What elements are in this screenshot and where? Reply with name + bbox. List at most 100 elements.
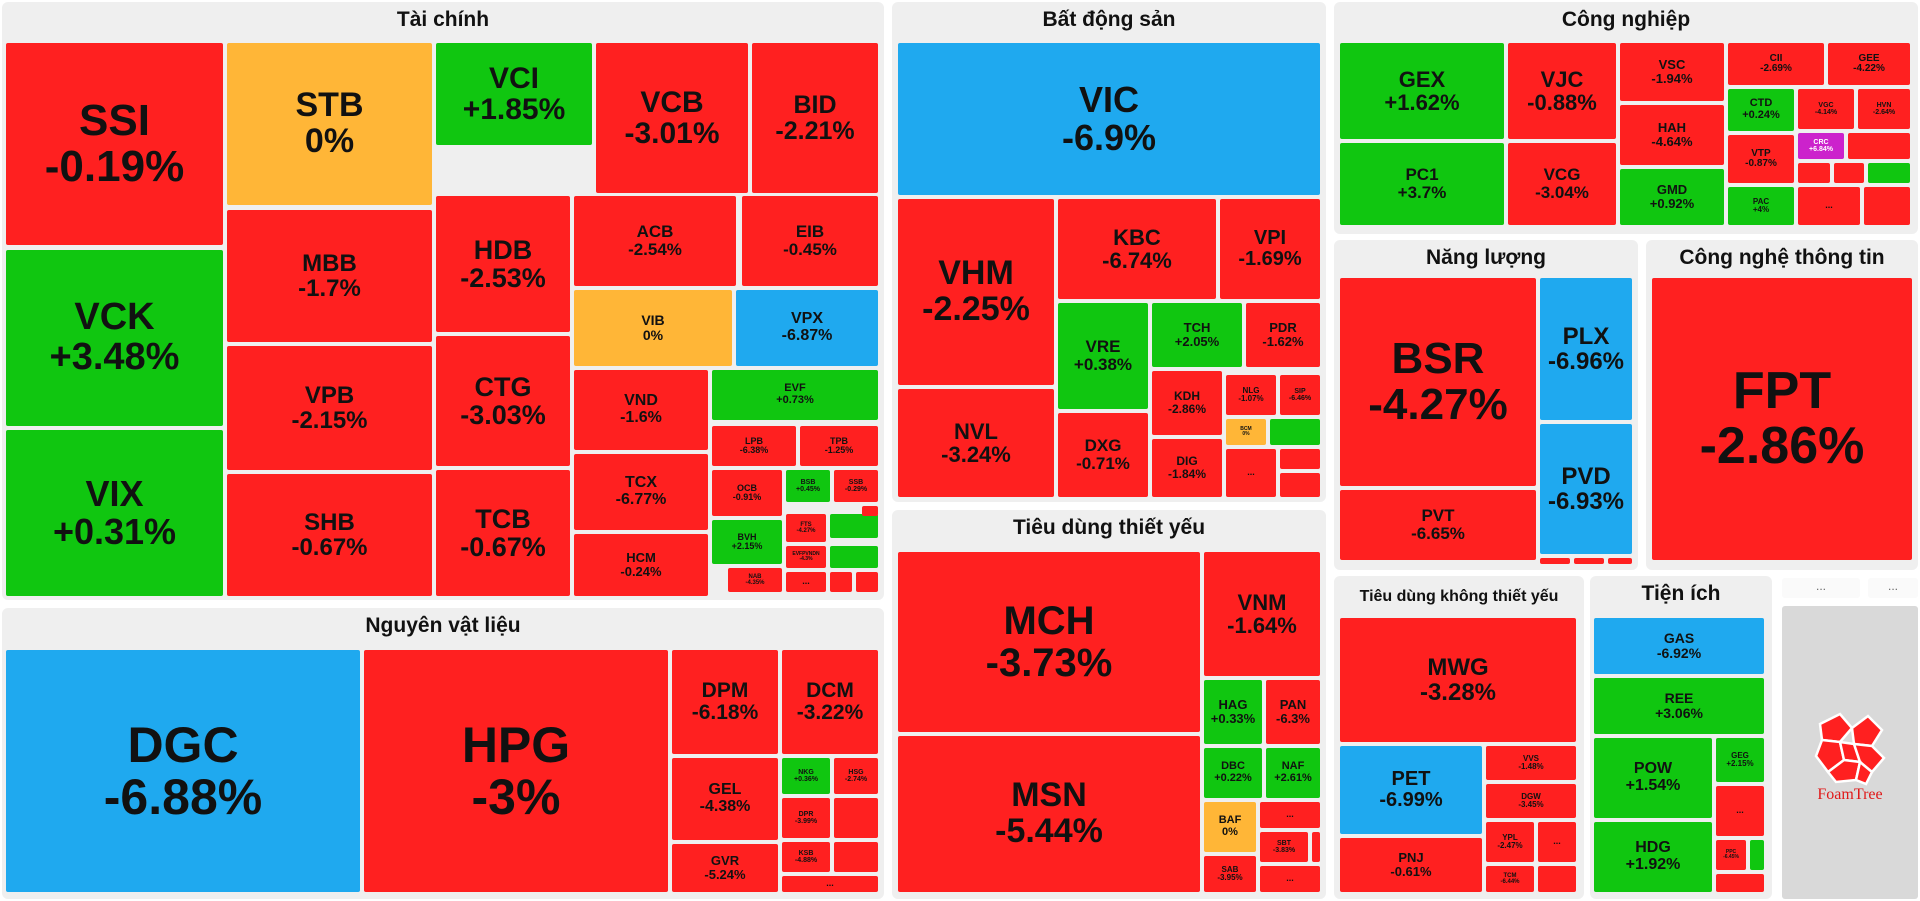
stock-tile-vnd[interactable]: VND -1.6% [574,370,708,450]
stock-tile-tpb[interactable]: TPB -1.25% [800,426,878,466]
stock-tile-naf[interactable]: NAF +2.61% [1266,748,1320,798]
stock-tile-vjc[interactable]: VJC -0.88% [1508,43,1616,139]
stock-tile-bsb[interactable]: BSB +0.45% [786,470,830,502]
small-stock-tile[interactable] [1716,874,1764,892]
stock-tile-pvt[interactable]: PVT -6.65% [1340,490,1536,560]
more-tile[interactable]: ... [1260,802,1320,828]
small-stock-tile[interactable] [1798,163,1830,183]
stock-tile-vgc[interactable]: VGC -4.14% [1798,89,1854,129]
stock-tile-gel[interactable]: GEL -4.38% [672,758,778,840]
stock-tile-ksb[interactable]: KSB -4.88% [782,842,830,872]
more-tile[interactable]: ... [1798,187,1860,225]
stock-tile-nab[interactable]: NAB -4.35% [728,568,782,592]
stock-tile-pc1[interactable]: PC1 +3.7% [1340,143,1504,225]
stock-tile-mch[interactable]: MCH -3.73% [898,552,1200,732]
stock-tile-hdg[interactable]: HDG +1.92% [1594,822,1712,892]
stock-tile-ypl[interactable]: YPL -2.47% [1486,822,1534,862]
small-stock-tile[interactable] [830,572,852,592]
stock-tile-stb[interactable]: STB 0% [227,43,432,205]
stock-tile-dgw[interactable]: DGW -3.45% [1486,784,1576,818]
stock-tile-sbt[interactable]: SBT -3.83% [1260,832,1308,862]
stock-tile-gex[interactable]: GEX +1.62% [1340,43,1504,139]
stock-tile-vre[interactable]: VRE +0.38% [1058,303,1148,409]
stock-tile-vcb[interactable]: VCB -3.01% [596,43,748,193]
stock-tile-pac[interactable]: PAC +4% [1728,187,1794,225]
small-stock-tile[interactable] [1750,840,1764,870]
stock-tile-nkg[interactable]: NKG +0.36% [782,758,830,794]
stock-tile-vcg[interactable]: VCG -3.04% [1508,143,1616,225]
small-stock-tile[interactable] [830,514,878,538]
more-tile[interactable]: ... [1226,449,1276,497]
stock-tile-pnj[interactable]: PNJ -0.61% [1340,838,1482,892]
stock-tile-gmd[interactable]: GMD +0.92% [1620,169,1724,225]
more-tile[interactable]: ... [782,876,878,892]
stock-tile-dpr[interactable]: DPR -3.99% [782,798,830,838]
small-stock-tile[interactable] [834,798,878,838]
stock-tile-dcm[interactable]: DCM -3.22% [782,650,878,754]
stock-tile-pvd[interactable]: PVD -6.93% [1540,424,1632,554]
stock-tile-baf[interactable]: BAF 0% [1204,802,1256,852]
stock-tile-eib[interactable]: EIB -0.45% [742,196,878,286]
stock-tile-pow[interactable]: POW +1.54% [1594,738,1712,818]
stock-tile-vnm[interactable]: VNM -1.64% [1204,552,1320,676]
stock-tile-acb[interactable]: ACB -2.54% [574,196,736,286]
stock-tile-gas[interactable]: GAS -6.92% [1594,618,1764,674]
stock-tile-vib[interactable]: VIB 0% [574,290,732,366]
stock-tile-hsg[interactable]: HSG -2.74% [834,758,878,794]
stock-tile-evf[interactable]: EVF +0.73% [712,370,878,420]
stock-tile-dgc[interactable]: DGC -6.88% [6,650,360,892]
stock-tile-nvl[interactable]: NVL -3.24% [898,389,1054,497]
small-stock-tile[interactable] [834,842,878,872]
stock-tile-pet[interactable]: PET -6.99% [1340,746,1482,834]
small-stock-tile[interactable] [1868,163,1910,183]
more-tile[interactable]: ... [786,572,826,592]
stock-tile-gee[interactable]: GEE -4.22% [1828,43,1910,85]
stock-tile-ree[interactable]: REE +3.06% [1594,678,1764,734]
stock-tile-lpb[interactable]: LPB -6.38% [712,426,796,466]
more-tile[interactable]: ... [1260,866,1320,892]
more-tile[interactable]: ... [1538,822,1576,862]
stock-tile-sip[interactable]: SIP -6.46% [1280,375,1320,415]
stock-tile-vix[interactable]: VIX +0.31% [6,430,223,596]
more-panel-2[interactable]: ... [1868,578,1918,598]
stock-tile-ctg[interactable]: CTG -3.03% [436,336,570,466]
stock-tile-dbc[interactable]: DBC +0.22% [1204,748,1262,798]
stock-tile-tch[interactable]: TCH +2.05% [1152,303,1242,367]
stock-tile-cii[interactable]: CII -2.69% [1728,43,1824,85]
stock-tile-tcx[interactable]: TCX -6.77% [574,454,708,530]
small-stock-tile[interactable] [1280,473,1320,497]
stock-tile-dxg[interactable]: DXG -0.71% [1058,413,1148,497]
stock-tile-plx[interactable]: PLX -6.96% [1540,278,1632,420]
stock-tile-ssb[interactable]: SSB -0.29% [834,470,878,502]
stock-tile-tcm[interactable]: TCM -6.44% [1486,866,1534,892]
small-stock-tile[interactable] [856,572,878,592]
stock-tile-vpx[interactable]: VPX -6.87% [736,290,878,366]
stock-tile-geg[interactable]: GEG +2.15% [1716,738,1764,782]
stock-tile-dig[interactable]: DIG -1.84% [1152,439,1222,497]
stock-tile-dpm[interactable]: DPM -6.18% [672,650,778,754]
stock-tile-hag[interactable]: HAG +0.33% [1204,680,1262,744]
stock-tile-shb[interactable]: SHB -0.67% [227,474,432,596]
small-stock-tile[interactable] [1270,419,1320,445]
stock-tile-vci[interactable]: VCI +1.85% [436,43,592,145]
stock-tile-mwg[interactable]: MWG -3.28% [1340,618,1576,742]
stock-tile-mbb[interactable]: MBB -1.7% [227,210,432,342]
small-stock-tile[interactable] [1848,133,1910,159]
stock-tile-fts[interactable]: FTS -4.27% [786,514,826,542]
stock-tile-fpt[interactable]: FPT -2.86% [1652,278,1912,560]
more-tile[interactable]: ... [1716,786,1764,836]
small-stock-tile[interactable] [1608,558,1632,564]
small-stock-tile[interactable] [1574,558,1604,564]
stock-tile-pdr[interactable]: PDR -1.62% [1246,303,1320,367]
small-stock-tile[interactable] [1540,558,1570,564]
stock-tile-msn[interactable]: MSN -5.44% [898,736,1200,892]
stock-tile-crc[interactable]: CRC +6.84% [1798,133,1844,159]
stock-tile-ppc[interactable]: PPC -6.45% [1716,840,1746,870]
stock-tile-bvh[interactable]: BVH +2.15% [712,520,782,564]
stock-tile-nlg[interactable]: NLG -1.07% [1226,375,1276,415]
stock-tile-ctd[interactable]: CTD +0.24% [1728,89,1794,131]
more-panel-1[interactable]: ... [1782,578,1860,598]
stock-tile-evfpvndn[interactable]: EVFPVNDN -4.3% [786,546,826,568]
stock-tile-hcm[interactable]: HCM -0.24% [574,534,708,596]
stock-tile-sab[interactable]: SAB -3.95% [1204,856,1256,892]
